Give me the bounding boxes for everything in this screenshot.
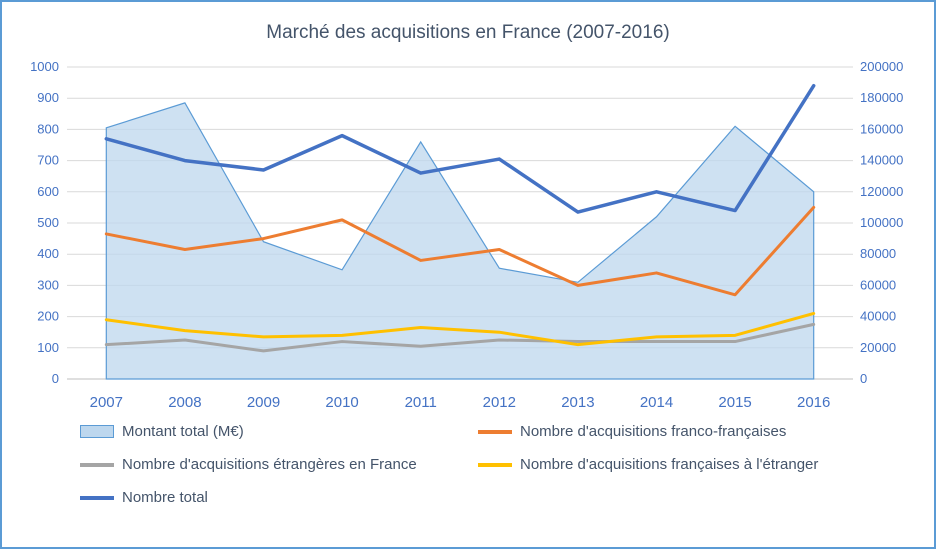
left-axis-tick-label: 300 (37, 277, 59, 292)
x-axis-label: 2007 (90, 394, 123, 411)
x-axis-label: 2011 (405, 394, 437, 411)
right-axis-tick-label: 120000 (860, 184, 903, 199)
x-axis-label: 2009 (247, 394, 280, 411)
legend-item: Nombre d'acquisitions françaises à l'étr… (478, 456, 916, 473)
left-axis-tick-label: 900 (37, 90, 59, 105)
right-axis-tick-label: 180000 (860, 90, 903, 105)
x-axis-label: 2015 (718, 394, 751, 411)
x-axis-label: 2008 (168, 394, 201, 411)
series-line (104, 322, 816, 353)
legend-line-swatch (478, 429, 512, 434)
legend-item: Nombre total (80, 489, 478, 506)
legend-line-swatch (478, 462, 512, 467)
left-axis-tick-label: 1000 (30, 59, 59, 74)
chart-title: Marché des acquisitions en France (2007-… (266, 22, 670, 43)
series-line (104, 311, 816, 347)
right-axis-tick-label: 20000 (860, 340, 896, 355)
left-axis-tick-label: 200 (37, 309, 59, 324)
legend-label: Nombre d'acquisitions franco-françaises (520, 423, 787, 440)
legend-item: Montant total (M€) (80, 423, 478, 440)
legend-label: Nombre total (122, 489, 208, 506)
chart-plot-area: 0 100 200 300 400 500 600 700 800 900 1000 0 20000 40… (30, 59, 903, 411)
legend-label: Montant total (M€) (122, 423, 244, 440)
right-axis-tick-label: 40000 (860, 309, 896, 324)
x-axis-label: 2012 (483, 394, 516, 411)
right-axis-tick-label: 100000 (860, 215, 903, 230)
right-axis-tick-label: 60000 (860, 277, 896, 292)
left-axis-tick-label: 400 (37, 246, 59, 261)
left-axis-tick-label: 100 (37, 340, 59, 355)
legend-item: Nombre d'acquisitions franco-françaises (478, 423, 916, 440)
right-axis-tick-label: 140000 (860, 153, 903, 168)
x-axis-label: 2010 (325, 394, 358, 411)
left-axis-tick-label: 0 (52, 371, 59, 386)
chart-legend: Montant total (M€) Nombre d'acquisitions … (2, 419, 934, 506)
x-axis-label: 2014 (640, 394, 673, 411)
series-line (104, 205, 816, 297)
legend-label: Nombre d'acquisitions françaises à l'étr… (520, 456, 819, 473)
x-axis-label: 2013 (561, 394, 594, 411)
left-axis-tick-label: 500 (37, 215, 59, 230)
legend-line-swatch (80, 462, 114, 467)
right-axis-tick-label: 80000 (860, 246, 896, 261)
right-axis-tick-label: 0 (860, 371, 867, 386)
series-line (104, 83, 816, 214)
right-axis-tick-label: 160000 (860, 121, 903, 136)
series-area-montant-total (105, 102, 815, 380)
left-axis-tick-label: 600 (37, 184, 59, 199)
legend-label: Nombre d'acquisitions étrangères en Fran… (122, 456, 417, 473)
legend-line-swatch (80, 495, 114, 500)
x-axis-label: 2016 (797, 394, 830, 411)
right-axis-tick-label: 200000 (860, 59, 903, 74)
left-axis-tick-label: 700 (37, 153, 59, 168)
left-axis-tick-label: 800 (37, 121, 59, 136)
legend-area-swatch (80, 425, 114, 438)
legend-item: Nombre d'acquisitions étrangères en Fran… (80, 456, 478, 473)
